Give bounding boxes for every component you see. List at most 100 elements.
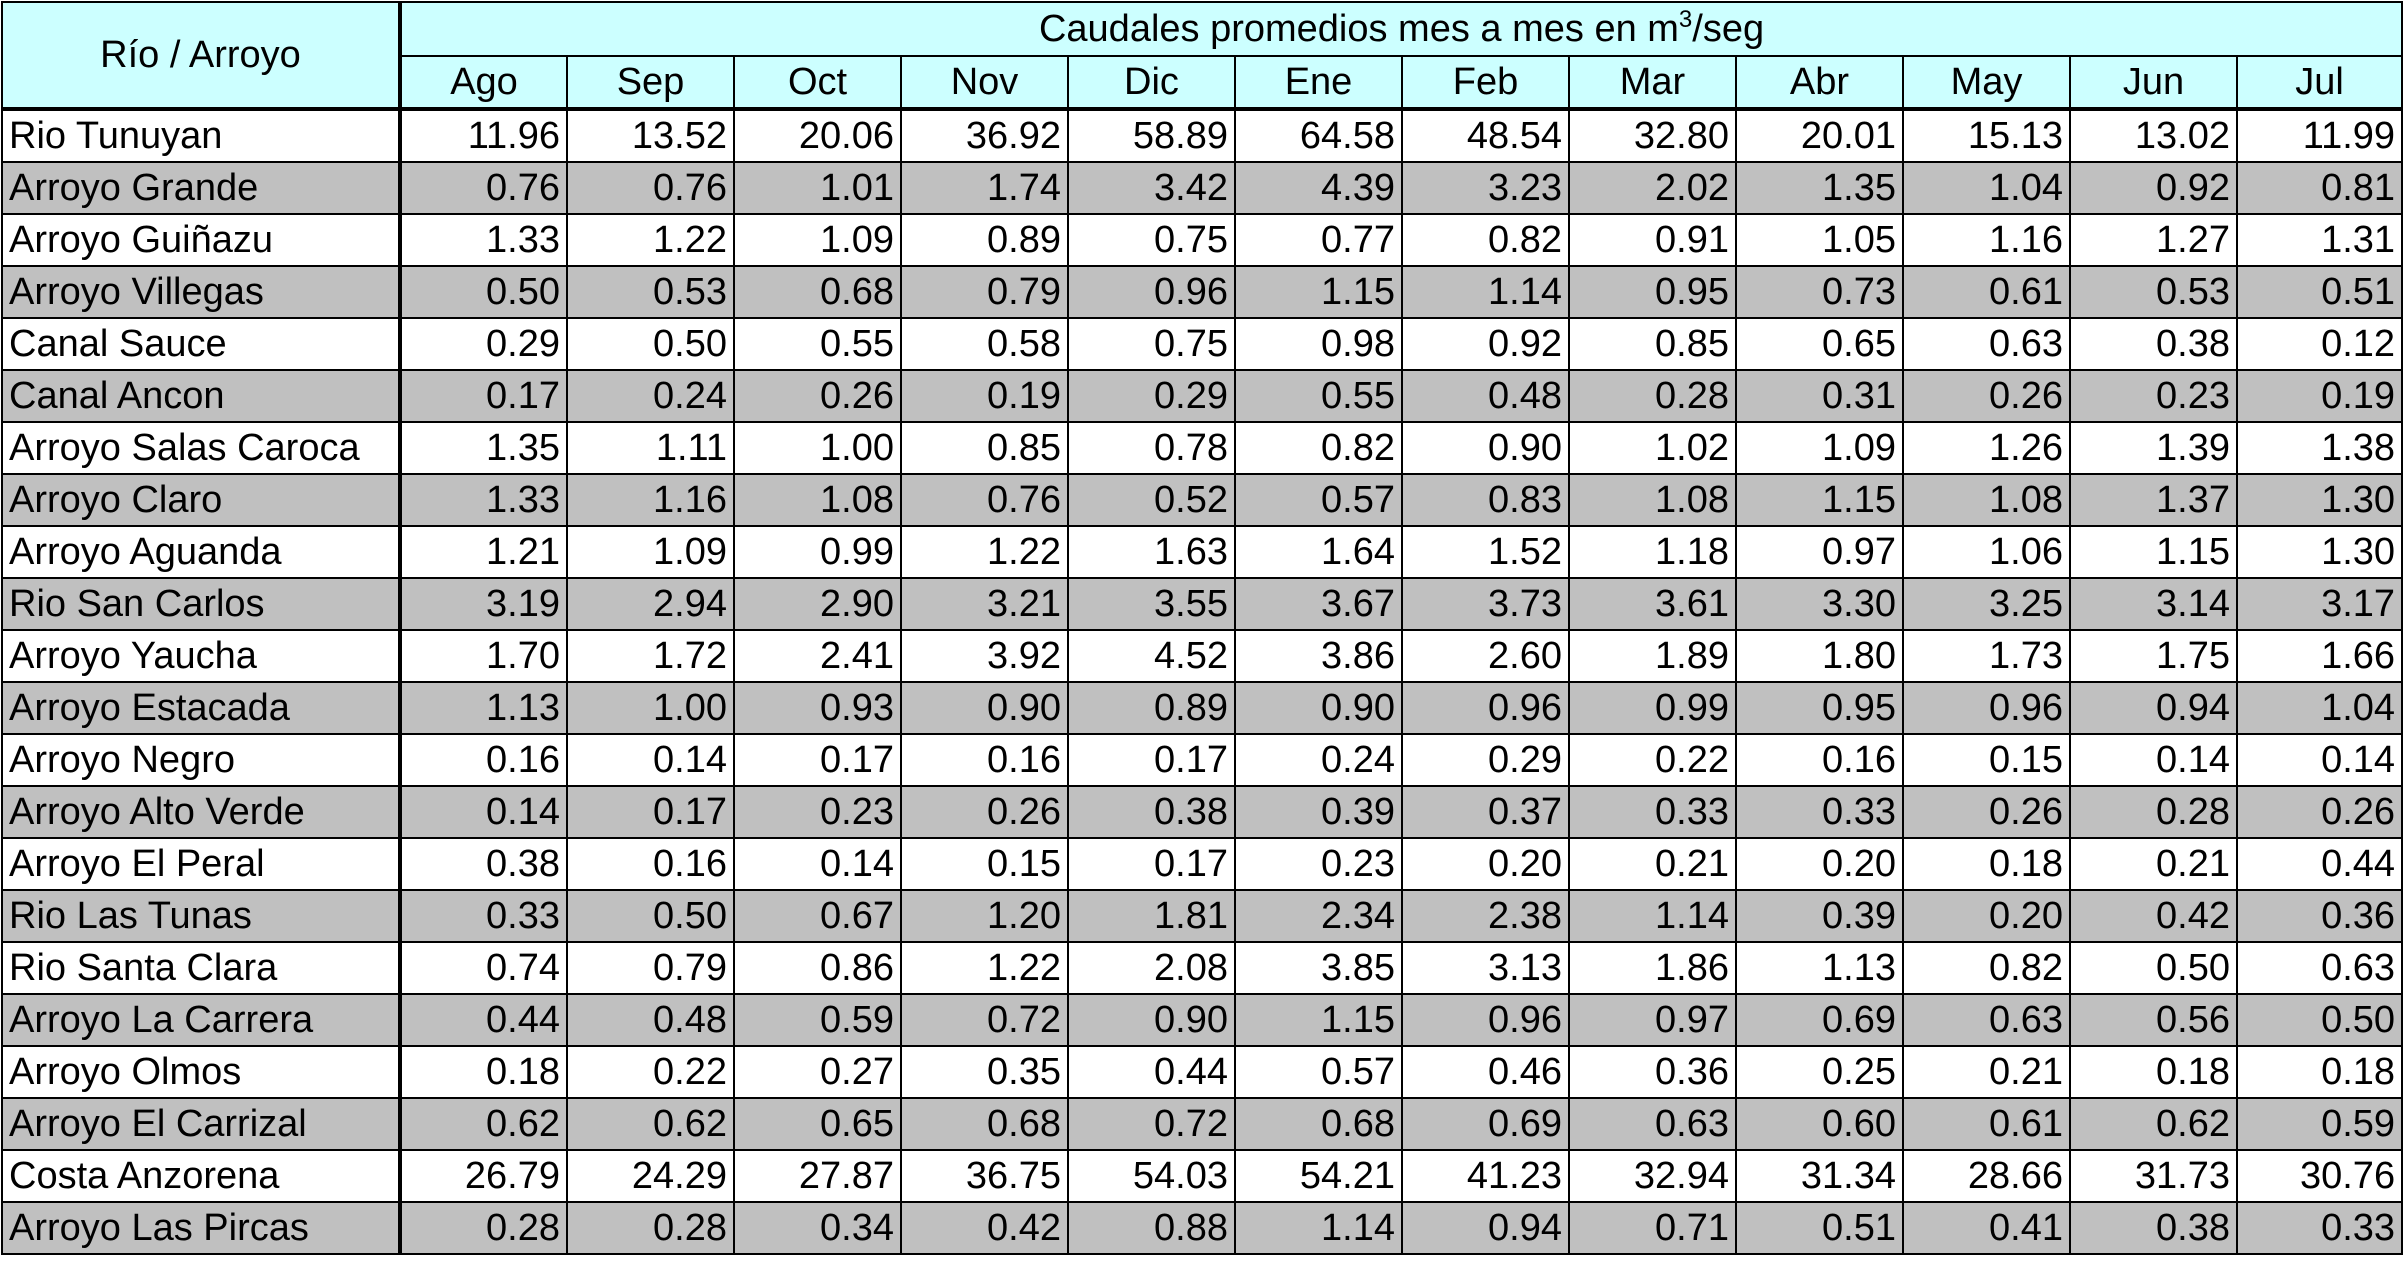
flow-value-cell: 0.57 <box>1234 473 1403 527</box>
flow-value-cell: 1.33 <box>399 473 568 527</box>
flow-value-cell: 0.65 <box>1735 317 1904 371</box>
flow-value-cell: 0.68 <box>900 1097 1069 1151</box>
river-name-cell: Arroyo Las Pircas <box>1 1201 402 1255</box>
flow-value-cell: 30.76 <box>2235 1149 2404 1203</box>
flow-value-cell: 1.64 <box>1234 525 1403 579</box>
flow-value-cell: 0.44 <box>1067 1045 1236 1099</box>
flow-value-cell: 0.20 <box>1902 889 2071 943</box>
flow-value-cell: 32.94 <box>1568 1149 1737 1203</box>
flow-value-cell: 2.02 <box>1568 161 1737 215</box>
month-header: Ene <box>1234 55 1403 110</box>
flow-value-cell: 0.58 <box>900 317 1069 371</box>
flow-value-cell: 48.54 <box>1401 107 1570 163</box>
month-header: Mar <box>1568 55 1737 110</box>
flow-value-cell: 0.55 <box>1234 369 1403 423</box>
flow-value-cell: 0.61 <box>1902 265 2071 319</box>
flow-value-cell: 1.73 <box>1902 629 2071 683</box>
flow-value-cell: 1.33 <box>399 213 568 267</box>
flow-value-cell: 0.52 <box>1067 473 1236 527</box>
flow-value-cell: 0.63 <box>2235 941 2404 995</box>
flow-value-cell: 0.17 <box>566 785 735 839</box>
flow-value-cell: 0.16 <box>900 733 1069 787</box>
flow-value-cell: 0.18 <box>1902 837 2071 891</box>
month-header: Oct <box>733 55 902 110</box>
flow-value-cell: 0.38 <box>2069 1201 2238 1255</box>
flow-value-cell: 0.33 <box>1735 785 1904 839</box>
flow-value-cell: 1.80 <box>1735 629 1904 683</box>
river-name-cell: Arroyo Salas Caroca <box>1 421 402 475</box>
flow-value-cell: 3.92 <box>900 629 1069 683</box>
flow-value-cell: 0.28 <box>1568 369 1737 423</box>
flow-value-cell: 1.20 <box>900 889 1069 943</box>
flow-value-cell: 0.44 <box>399 993 568 1047</box>
flow-value-cell: 0.60 <box>1735 1097 1904 1151</box>
flow-value-cell: 2.90 <box>733 577 902 631</box>
flow-value-cell: 3.85 <box>1234 941 1403 995</box>
flow-value-cell: 0.26 <box>2235 785 2404 839</box>
flow-value-cell: 1.22 <box>566 213 735 267</box>
flow-value-cell: 0.39 <box>1234 785 1403 839</box>
table-row: Arroyo Salas Caroca 1.35 1.11 1.00 0.85 0.78 0… <box>1 421 2404 475</box>
river-name-cell: Rio Las Tunas <box>1 889 402 943</box>
flow-value-cell: 0.72 <box>1067 1097 1236 1151</box>
flow-value-cell: 3.13 <box>1401 941 1570 995</box>
flow-value-cell: 0.50 <box>2069 941 2238 995</box>
month-header: Jul <box>2235 55 2404 110</box>
flow-value-cell: 58.89 <box>1067 107 1236 163</box>
flow-value-cell: 0.16 <box>566 837 735 891</box>
flow-value-cell: 20.01 <box>1735 107 1904 163</box>
flow-value-cell: 0.62 <box>2069 1097 2238 1151</box>
flow-value-cell: 3.19 <box>399 577 568 631</box>
flow-value-cell: 0.65 <box>733 1097 902 1151</box>
flow-value-cell: 0.21 <box>2069 837 2238 891</box>
flow-value-cell: 2.38 <box>1401 889 1570 943</box>
flow-value-cell: 1.26 <box>1902 421 2071 475</box>
flow-value-cell: 13.02 <box>2069 107 2238 163</box>
table-title: Caudales promedios mes a mes en m3/seg <box>398 1 2404 57</box>
table-row: Arroyo La Carrera 0.44 0.48 0.59 0.72 0.90 1.1… <box>1 993 2404 1047</box>
flow-value-cell: 3.17 <box>2235 577 2404 631</box>
flow-value-cell: 0.14 <box>733 837 902 891</box>
flow-value-cell: 0.28 <box>566 1201 735 1255</box>
flow-value-cell: 0.96 <box>1067 265 1236 319</box>
flow-value-cell: 0.28 <box>399 1201 568 1255</box>
flow-value-cell: 0.18 <box>399 1045 568 1099</box>
flow-value-cell: 1.31 <box>2235 213 2404 267</box>
flow-value-cell: 31.34 <box>1735 1149 1904 1203</box>
flow-value-cell: 0.72 <box>900 993 1069 1047</box>
flow-value-cell: 0.48 <box>566 993 735 1047</box>
flow-value-cell: 28.66 <box>1902 1149 2071 1203</box>
flow-value-cell: 1.01 <box>733 161 902 215</box>
table-row: Rio Tunuyan 11.96 13.52 20.06 36.92 58.89 64.5… <box>1 107 2404 163</box>
flow-value-cell: 0.14 <box>2235 733 2404 787</box>
table-row: Arroyo Negro 0.16 0.14 0.17 0.16 0.17 0.24 0.29… <box>1 733 2404 787</box>
flow-value-cell: 0.34 <box>733 1201 902 1255</box>
flow-value-cell: 1.74 <box>900 161 1069 215</box>
flow-value-cell: 0.76 <box>900 473 1069 527</box>
flow-value-cell: 0.39 <box>1735 889 1904 943</box>
flow-value-cell: 3.55 <box>1067 577 1236 631</box>
flow-value-cell: 0.96 <box>1401 993 1570 1047</box>
flow-value-cell: 1.81 <box>1067 889 1236 943</box>
flow-value-cell: 0.17 <box>1067 733 1236 787</box>
flow-value-cell: 0.57 <box>1234 1045 1403 1099</box>
flow-value-cell: 0.37 <box>1401 785 1570 839</box>
flow-value-cell: 1.75 <box>2069 629 2238 683</box>
flow-value-cell: 0.23 <box>1234 837 1403 891</box>
table-row: Arroyo Guiñazu 1.33 1.22 1.09 0.89 0.75 0.77 0.… <box>1 213 2404 267</box>
flow-value-cell: 0.85 <box>1568 317 1737 371</box>
river-name-cell: Costa Anzorena <box>1 1149 402 1203</box>
flow-value-cell: 0.69 <box>1735 993 1904 1047</box>
table-row: Arroyo El Carrizal 0.62 0.62 0.65 0.68 0.72 0.… <box>1 1097 2404 1151</box>
flow-value-cell: 0.98 <box>1234 317 1403 371</box>
table-row: Arroyo Estacada 1.13 1.00 0.93 0.90 0.89 0.90 0… <box>1 681 2404 735</box>
flow-value-cell: 0.33 <box>399 889 568 943</box>
flow-value-cell: 0.26 <box>900 785 1069 839</box>
flow-value-cell: 1.52 <box>1401 525 1570 579</box>
river-name-cell: Arroyo Negro <box>1 733 402 787</box>
flow-value-cell: 0.23 <box>733 785 902 839</box>
flow-value-cell: 36.75 <box>900 1149 1069 1203</box>
flow-value-cell: 2.60 <box>1401 629 1570 683</box>
flow-value-cell: 1.15 <box>1234 993 1403 1047</box>
flow-value-cell: 0.29 <box>1067 369 1236 423</box>
